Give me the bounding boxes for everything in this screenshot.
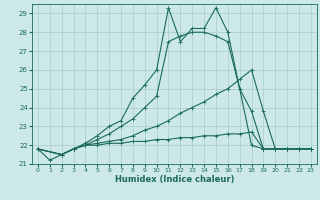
X-axis label: Humidex (Indice chaleur): Humidex (Indice chaleur) xyxy=(115,175,234,184)
